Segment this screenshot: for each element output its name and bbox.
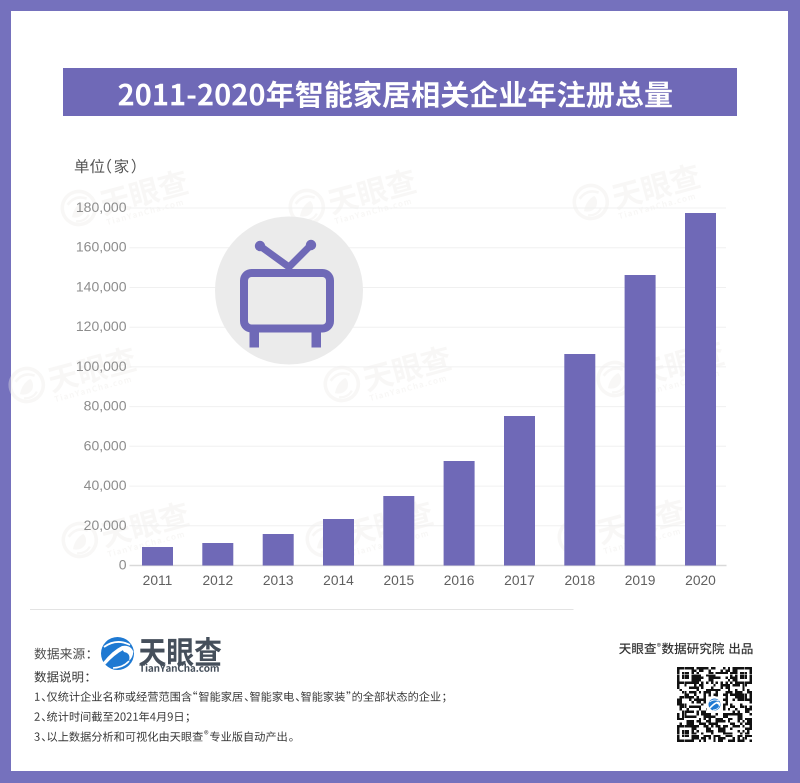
svg-text:60,000: 60,000 bbox=[84, 437, 127, 453]
svg-text:2015: 2015 bbox=[383, 573, 414, 588]
svg-text:2019: 2019 bbox=[625, 573, 656, 588]
svg-text:2016: 2016 bbox=[444, 573, 475, 588]
svg-text:20,000: 20,000 bbox=[84, 517, 127, 533]
svg-text:40,000: 40,000 bbox=[84, 477, 127, 493]
svg-text:80,000: 80,000 bbox=[84, 398, 127, 414]
svg-text:2018: 2018 bbox=[564, 573, 595, 588]
svg-text:0: 0 bbox=[119, 557, 127, 573]
svg-text:2011: 2011 bbox=[143, 573, 173, 588]
svg-text:2014: 2014 bbox=[323, 573, 354, 588]
svg-text:2012: 2012 bbox=[202, 573, 233, 588]
svg-text:2013: 2013 bbox=[263, 573, 294, 588]
svg-text:140,000: 140,000 bbox=[76, 279, 127, 295]
svg-text:120,000: 120,000 bbox=[76, 318, 127, 334]
svg-text:160,000: 160,000 bbox=[76, 239, 127, 255]
svg-text:180,000: 180,000 bbox=[76, 199, 127, 215]
svg-text:100,000: 100,000 bbox=[76, 358, 127, 374]
svg-text:2020: 2020 bbox=[685, 573, 716, 588]
svg-text:2017: 2017 bbox=[504, 573, 535, 588]
